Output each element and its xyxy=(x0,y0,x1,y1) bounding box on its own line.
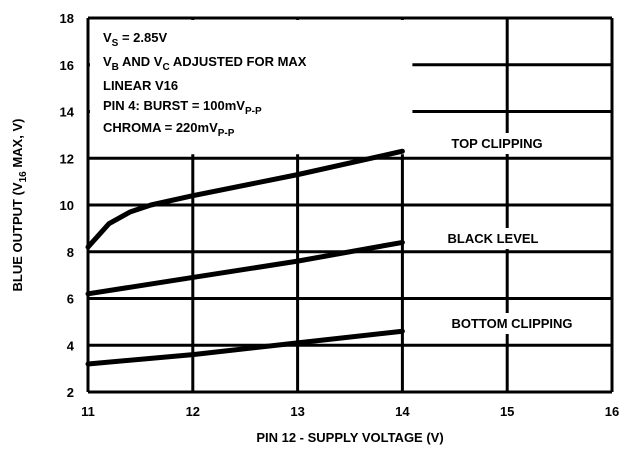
data-line xyxy=(85,328,405,367)
annotation-box xyxy=(90,20,413,155)
y-tick-label: 8 xyxy=(67,245,74,260)
annotation-part: ADJUSTED FOR MAX xyxy=(170,54,307,69)
y-tick-label: 16 xyxy=(60,58,74,73)
x-tick-label: 15 xyxy=(500,404,514,419)
annotation-part: AND V xyxy=(119,54,163,69)
curve-label: BOTTOM CLIPPING xyxy=(451,316,572,331)
annotation-part: P-P xyxy=(218,128,235,139)
label-bg xyxy=(418,228,568,249)
curve-label: TOP CLIPPING xyxy=(451,136,542,151)
y-axis-label-part: 16 xyxy=(18,171,29,183)
y-tick-label: 2 xyxy=(67,385,74,400)
data-line xyxy=(85,239,405,297)
annotation-part: C xyxy=(162,62,169,73)
y-axis-label-part: MAX, V) xyxy=(10,119,25,172)
annotation: VB AND VC ADJUSTED FOR MAX xyxy=(103,54,307,73)
label-bg xyxy=(437,313,587,334)
annotation-part: S xyxy=(112,38,119,49)
annotation-part: CHROMA = 220mV xyxy=(103,120,218,135)
x-tick-label: 11 xyxy=(81,404,95,419)
y-tick-label: 12 xyxy=(60,151,74,166)
data-line xyxy=(85,148,405,250)
y-tick-label: 4 xyxy=(67,338,75,353)
x-tick-label: 16 xyxy=(605,404,619,419)
annotation-part: LINEAR V16 xyxy=(103,78,178,93)
x-tick-label: 13 xyxy=(290,404,304,419)
y-tick-label: 6 xyxy=(67,292,74,307)
y-tick-label: 18 xyxy=(60,11,74,26)
curve-label: BLACK LEVEL xyxy=(448,231,539,246)
y-axis-label: BLUE OUTPUT (V16 MAX, V) xyxy=(10,119,29,292)
x-axis-label: PIN 12 - SUPPLY VOLTAGE (V) xyxy=(256,430,443,445)
annotation: CHROMA = 220mVP-P xyxy=(103,120,235,139)
x-tick-label: 14 xyxy=(395,404,410,419)
annotation-part: V xyxy=(103,30,112,45)
annotation: PIN 4: BURST = 100mVP-P xyxy=(103,98,262,117)
annotation-part: PIN 4: BURST = 100mV xyxy=(103,98,245,113)
y-tick-label: 14 xyxy=(60,105,75,120)
annotation-part: P-P xyxy=(245,106,262,117)
annotation: VS = 2.85V xyxy=(103,30,167,49)
x-tick-label: 12 xyxy=(186,404,200,419)
annotation-part: B xyxy=(112,62,119,73)
y-axis-label-part: BLUE OUTPUT (V xyxy=(10,182,25,291)
annotation: LINEAR V16 xyxy=(103,78,178,93)
annotation-part: V xyxy=(103,54,112,69)
annotation-part: = 2.85V xyxy=(118,30,167,45)
label-bg xyxy=(422,133,572,154)
y-tick-label: 10 xyxy=(60,198,74,213)
